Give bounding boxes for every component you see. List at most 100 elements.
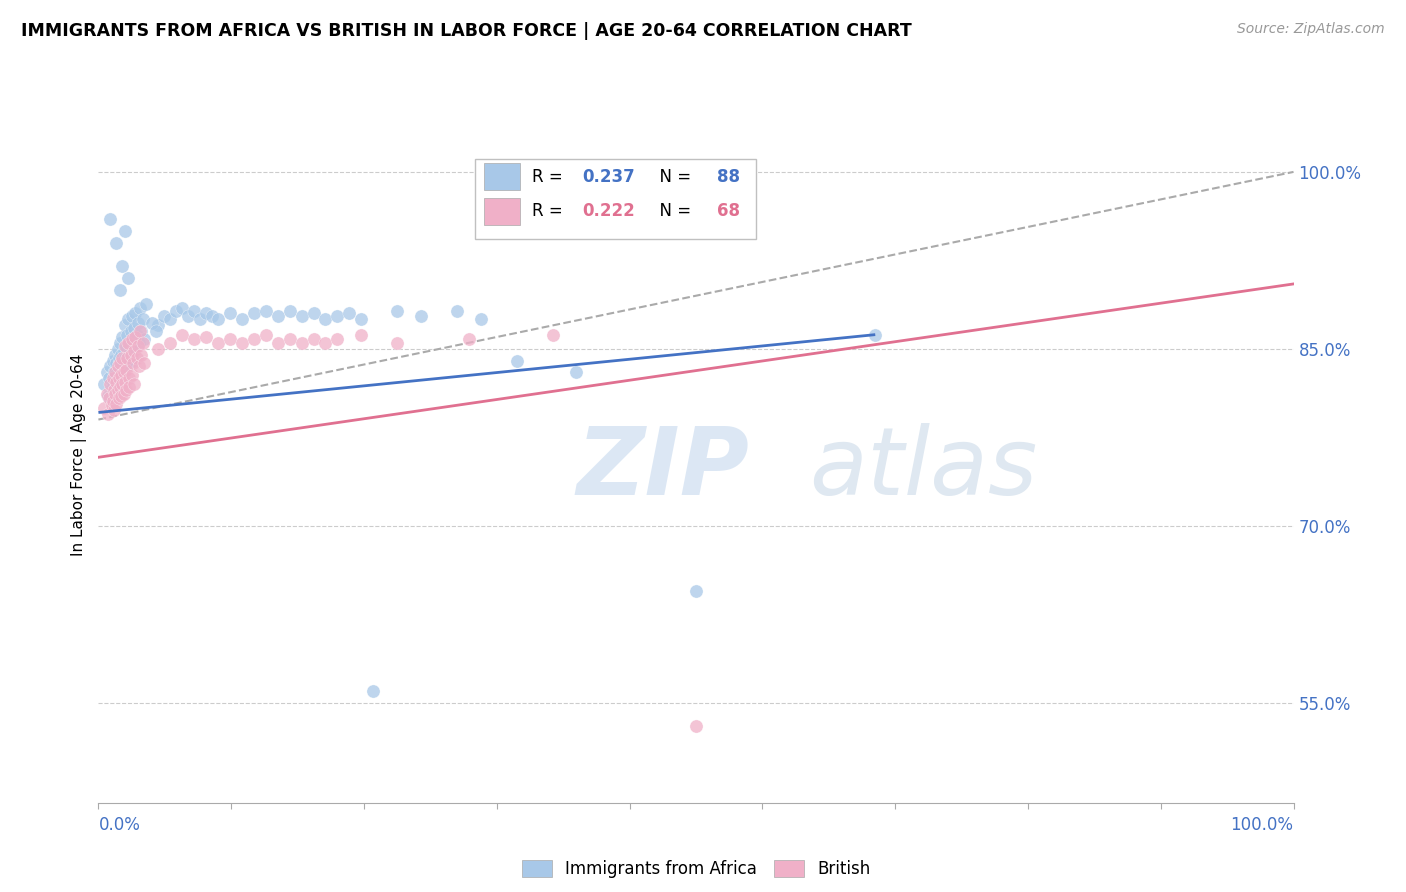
Point [145,324,167,338]
Point [108,335,131,350]
Point [122,332,145,346]
Point [159,335,181,350]
Point [112,363,135,377]
Legend: Immigrants from Africa, British: Immigrants from Africa, British [515,854,877,885]
Point [118,356,141,370]
Point [105,235,128,250]
Point [117,271,139,285]
Point [121,368,143,382]
Text: 0.222: 0.222 [582,202,636,220]
Point [254,304,277,318]
Point [183,332,205,346]
Point [98,377,122,392]
Point [105,375,128,389]
Point [111,377,134,392]
Point [115,359,138,374]
Point [117,348,139,362]
Point [101,375,124,389]
Point [127,316,149,330]
Point [110,389,132,403]
Point [243,306,266,320]
Point [278,332,301,346]
Point [104,386,127,401]
Text: R =: R = [533,202,568,220]
Point [685,583,707,598]
Point [128,359,150,374]
Point [103,383,125,397]
Point [124,377,146,392]
Point [107,342,129,356]
Point [104,365,127,379]
Point [125,351,148,366]
Point [172,327,194,342]
Point [111,330,134,344]
Point [291,309,314,323]
Point [96,386,118,401]
Point [112,386,135,401]
Point [339,306,360,320]
Point [291,335,314,350]
Point [363,683,385,698]
Text: atlas: atlas [810,424,1038,515]
Point [326,332,349,346]
Point [177,309,200,323]
Point [98,371,121,385]
Point [98,359,122,374]
Point [107,383,129,397]
Point [159,312,181,326]
FancyBboxPatch shape [485,163,520,190]
Point [350,312,373,326]
Point [219,332,242,346]
Point [93,377,115,392]
Point [104,368,127,382]
Point [101,393,124,408]
Point [108,379,131,393]
Point [267,309,290,323]
Point [110,348,132,362]
Point [165,304,187,318]
Point [506,353,529,368]
Point [685,719,707,733]
Point [118,371,141,385]
Point [101,353,124,368]
Point [118,379,141,393]
Point [100,379,122,393]
Point [105,397,128,411]
Point [111,356,134,370]
Point [107,392,129,406]
Point [188,312,211,326]
Point [129,324,152,338]
Text: IMMIGRANTS FROM AFRICA VS BRITISH IN LABOR FORCE | AGE 20-64 CORRELATION CHART: IMMIGRANTS FROM AFRICA VS BRITISH IN LAB… [21,22,912,40]
Point [172,301,194,315]
Point [131,312,153,326]
Point [124,330,146,344]
Point [115,363,138,377]
Point [107,371,129,385]
Point [124,320,146,334]
Y-axis label: In Labor Force | Age 20-64: In Labor Force | Age 20-64 [72,354,87,556]
Point [565,365,588,379]
Text: ZIP: ZIP [576,423,749,515]
Point [115,327,138,342]
Point [111,351,134,366]
Point [115,339,138,353]
Point [115,351,138,366]
Point [141,316,163,330]
Text: Source: ZipAtlas.com: Source: ZipAtlas.com [1237,22,1385,37]
Point [194,330,218,344]
Point [114,224,136,238]
Point [207,335,229,350]
Point [278,304,301,318]
Point [231,312,253,326]
Point [326,309,349,323]
Point [105,356,128,370]
Point [122,353,145,368]
Point [107,359,129,374]
Point [124,342,146,356]
Point [120,348,142,362]
Point [219,306,242,320]
Point [93,401,115,415]
Point [254,327,277,342]
Text: 68: 68 [717,202,741,220]
Point [97,389,120,403]
